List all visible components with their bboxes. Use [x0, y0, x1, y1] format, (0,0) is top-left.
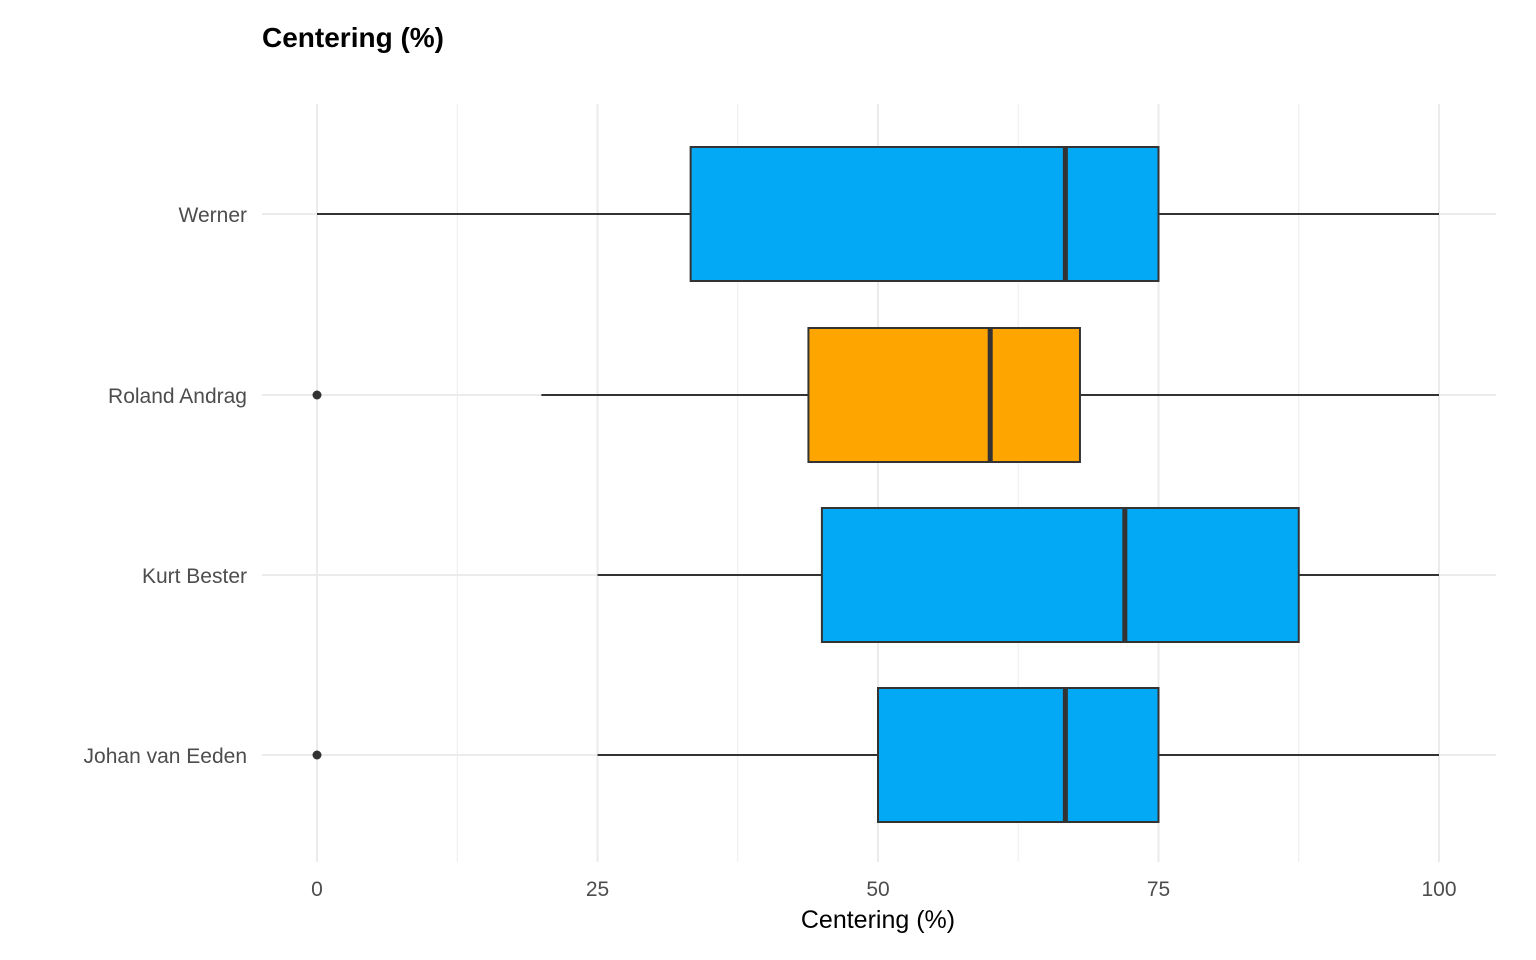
chart-title: Centering (%): [262, 22, 444, 53]
boxplot-series: [312, 146, 1439, 823]
y-tick-label: Roland Andrag: [108, 385, 247, 408]
iqr-box: [820, 507, 1300, 643]
y-tick-label: Kurt Bester: [142, 565, 247, 588]
iqr-box: [877, 687, 1160, 823]
x-tick-label: 75: [1147, 878, 1170, 901]
x-tick-label: 25: [586, 878, 609, 901]
box-roland-andrag: [312, 327, 1439, 463]
box-johan-van-eeden: [312, 687, 1439, 823]
y-tick-label: Johan van Eeden: [84, 745, 247, 768]
outlier-point: [312, 750, 322, 760]
x-axis-labels: 0 25 50 75 100: [311, 878, 1456, 901]
iqr-box: [807, 327, 1081, 463]
box-werner: [317, 146, 1439, 282]
x-tick-label: 50: [866, 878, 889, 901]
iqr-box: [689, 146, 1160, 282]
y-axis-labels: Werner Roland Andrag Kurt Bester Johan van …: [84, 204, 247, 768]
x-axis-title: Centering (%): [801, 906, 955, 934]
y-tick-label: Werner: [179, 204, 247, 227]
x-tick-label: 0: [311, 878, 323, 901]
box-kurt-bester: [597, 507, 1439, 643]
x-tick-label: 100: [1421, 878, 1456, 901]
outlier-point: [312, 390, 322, 400]
